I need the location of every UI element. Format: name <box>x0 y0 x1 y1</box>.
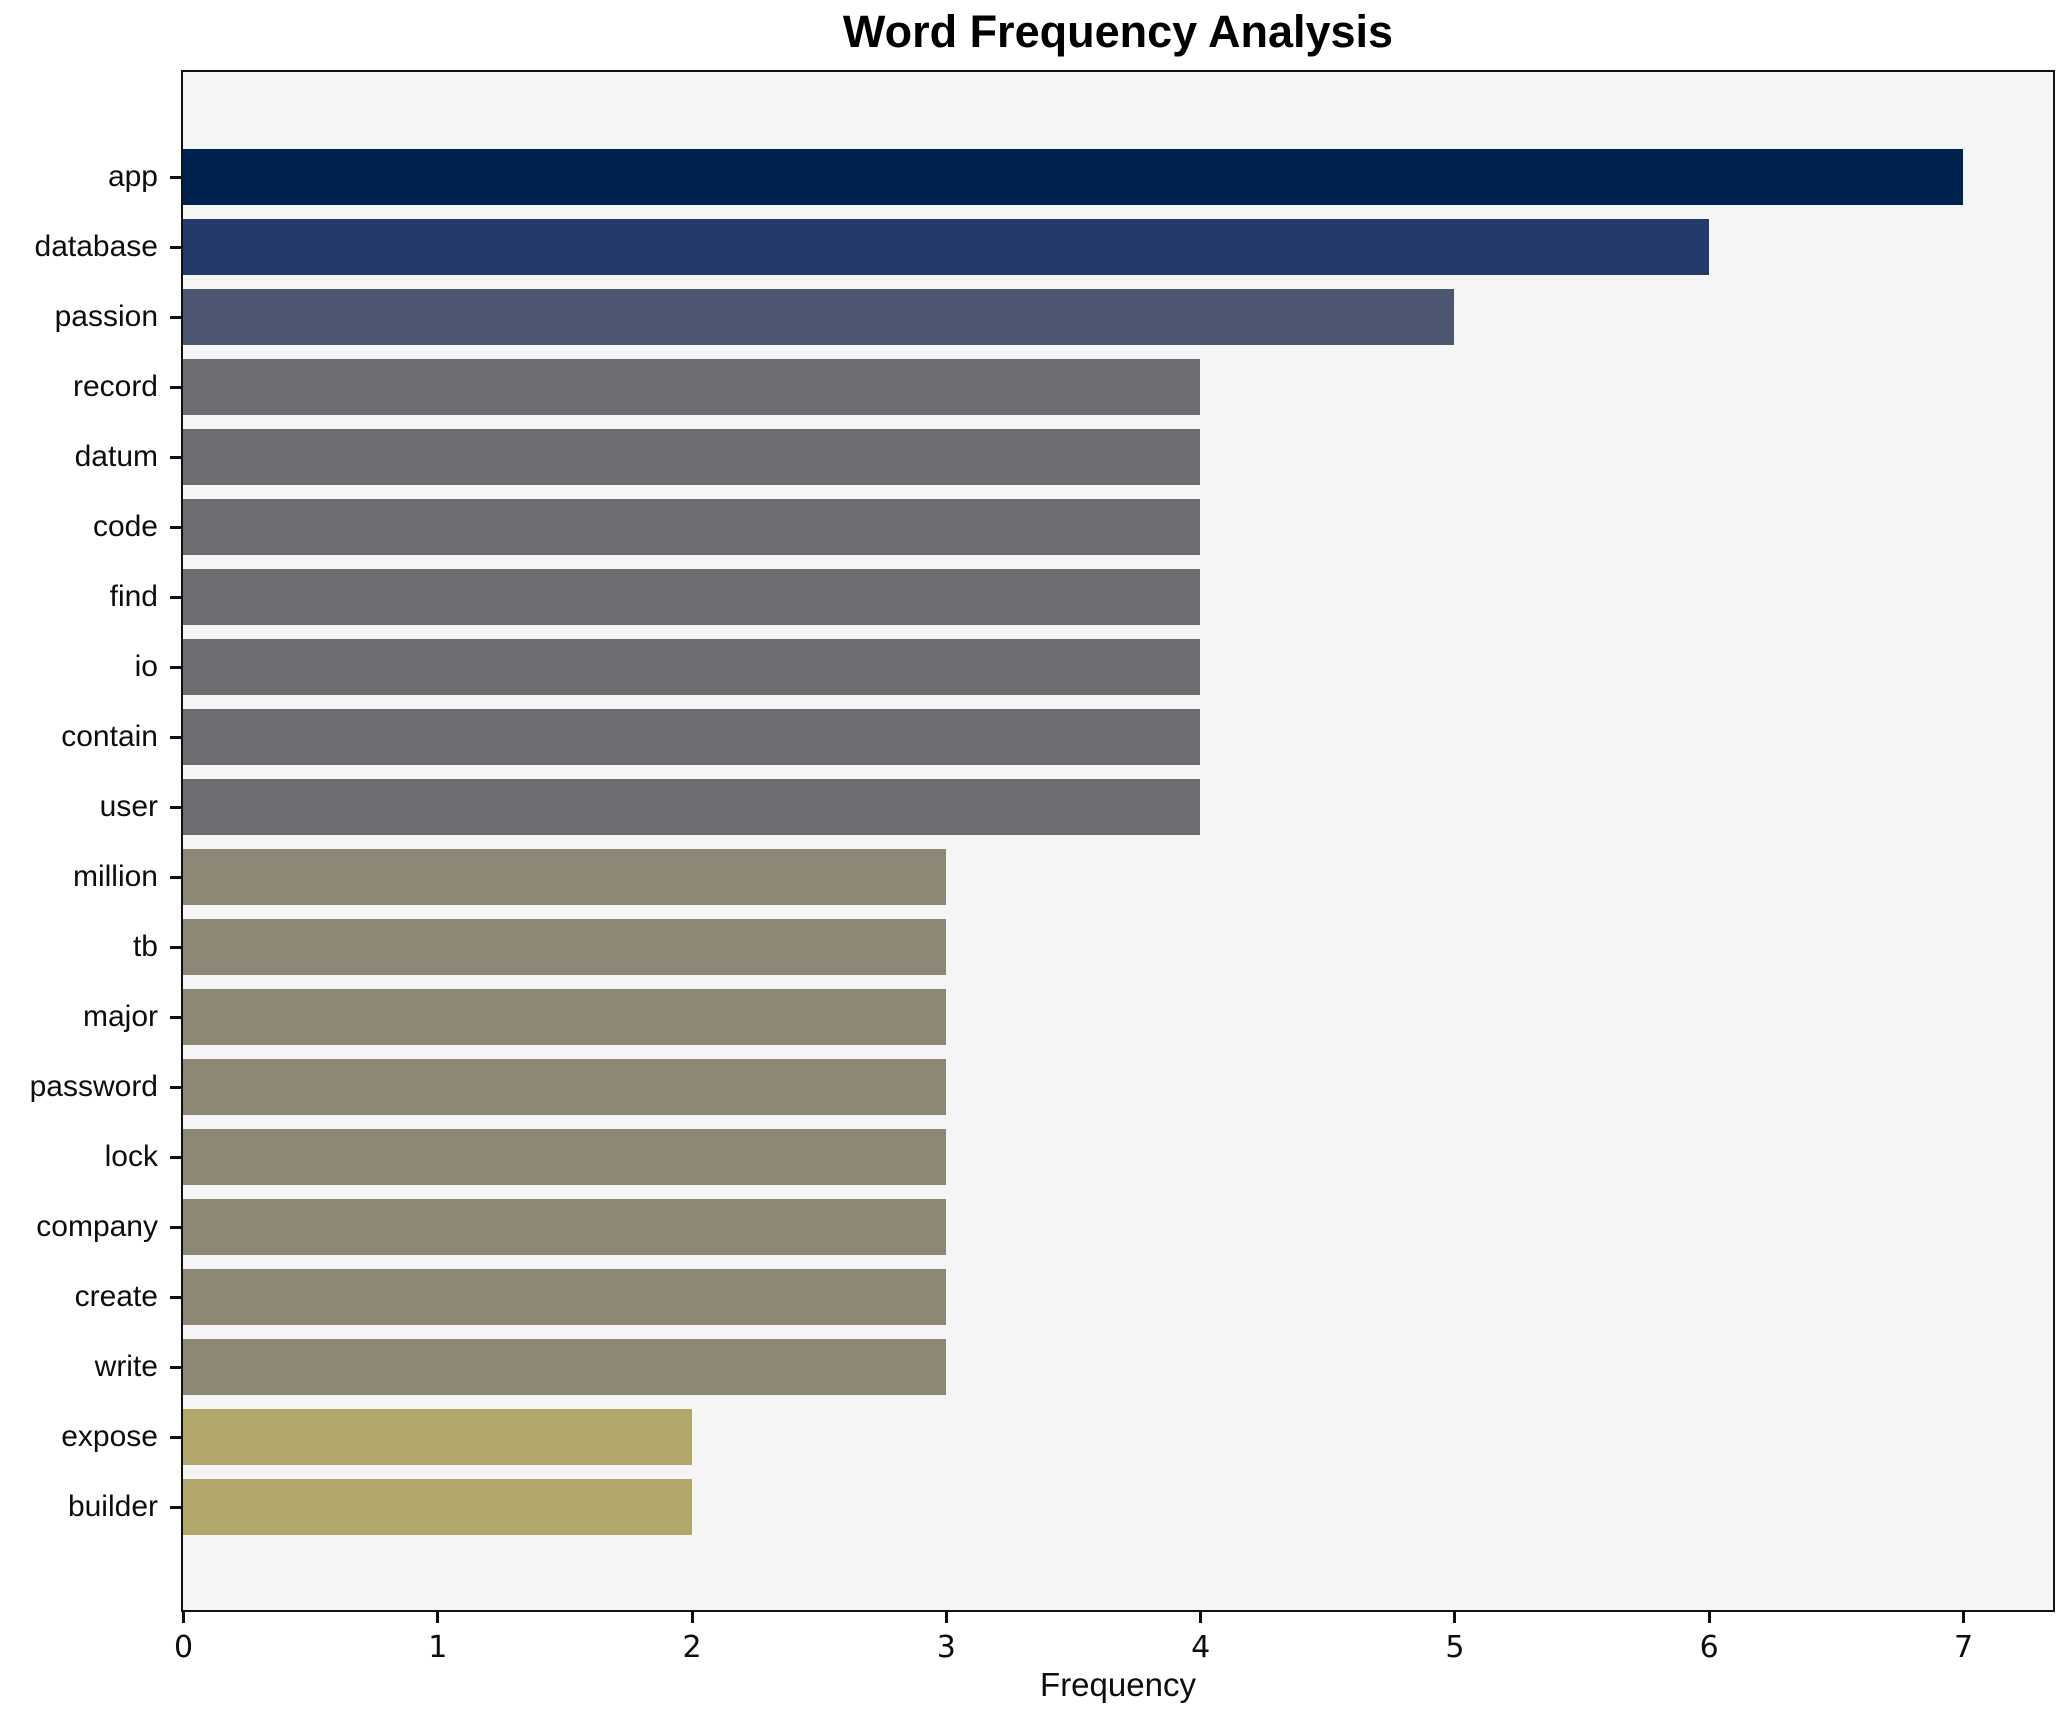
bar-find <box>183 568 1201 625</box>
y-tick-label: lock <box>104 1140 158 1173</box>
y-tick-mark <box>170 1225 181 1229</box>
y-tick-label: find <box>109 580 158 613</box>
bar-code <box>183 498 1201 555</box>
y-tick-mark <box>170 315 181 319</box>
y-tick-label: company <box>36 1210 158 1243</box>
y-tick-label: password <box>29 1070 158 1103</box>
y-tick-mark <box>170 245 181 249</box>
y-tick-label: tb <box>132 930 158 963</box>
bar-passion <box>183 288 1455 345</box>
y-tick-mark <box>170 945 181 949</box>
x-tick-label: 4 <box>1191 1630 1211 1665</box>
x-tick-label: 5 <box>1445 1630 1465 1665</box>
y-tick-mark <box>170 175 181 179</box>
x-tick-mark <box>944 1612 948 1623</box>
y-tick-mark <box>170 455 181 459</box>
x-tick-mark <box>690 1612 694 1623</box>
y-tick-mark <box>170 875 181 879</box>
x-tick-mark <box>1453 1612 1457 1623</box>
y-tick-label: user <box>99 790 158 823</box>
bar-io <box>183 638 1201 695</box>
x-tick-label: 7 <box>1953 1630 1974 1665</box>
y-tick-label: app <box>107 160 158 193</box>
y-tick-label: create <box>74 1280 158 1313</box>
y-tick-mark <box>170 1085 181 1089</box>
y-tick-label: code <box>92 510 158 543</box>
y-tick-mark <box>170 735 181 739</box>
bar-company <box>183 1198 946 1255</box>
x-tick-mark <box>1962 1612 1965 1623</box>
y-tick-mark <box>170 1015 181 1019</box>
bar-app <box>183 148 1963 205</box>
x-tick-mark <box>436 1612 440 1623</box>
y-tick-label: io <box>134 650 158 683</box>
bar-record <box>183 358 1201 415</box>
y-tick-label: major <box>82 1000 158 1033</box>
x-tick-label: 1 <box>428 1630 448 1665</box>
x-tick-label: 0 <box>173 1630 194 1665</box>
y-tick-label: million <box>72 860 158 893</box>
bar-tb <box>183 918 946 975</box>
y-tick-mark <box>170 595 181 599</box>
x-tick-label: 6 <box>1699 1630 1719 1665</box>
y-tick-mark <box>170 525 181 529</box>
y-tick-label: write <box>94 1350 158 1383</box>
bar-write <box>183 1338 946 1395</box>
x-tick-mark <box>1707 1612 1711 1623</box>
y-tick-label: expose <box>61 1420 158 1453</box>
plot-area <box>181 70 2055 1612</box>
y-tick-mark <box>170 1295 181 1299</box>
bar-database <box>183 218 1709 275</box>
y-tick-mark <box>170 805 181 809</box>
y-tick-label: passion <box>54 300 158 333</box>
bar-expose <box>183 1408 692 1465</box>
y-tick-label: datum <box>74 440 158 473</box>
bar-contain <box>183 708 1201 765</box>
x-tick-mark <box>182 1612 185 1623</box>
y-tick-label: record <box>72 370 158 403</box>
y-tick-label: contain <box>61 720 158 753</box>
y-tick-mark <box>170 1365 181 1369</box>
y-tick-label: database <box>34 230 158 263</box>
bar-lock <box>183 1128 946 1185</box>
bar-password <box>183 1058 946 1115</box>
bar-million <box>183 848 946 905</box>
x-tick-mark <box>1199 1612 1203 1623</box>
y-tick-mark <box>170 1505 181 1509</box>
x-tick-label: 2 <box>682 1630 702 1665</box>
y-tick-mark <box>170 1435 181 1439</box>
bar-builder <box>183 1478 692 1535</box>
bar-user <box>183 778 1201 835</box>
y-tick-mark <box>170 1155 181 1159</box>
x-tick-label: 3 <box>936 1630 956 1665</box>
bar-create <box>183 1268 946 1325</box>
bar-major <box>183 988 946 1045</box>
y-tick-mark <box>170 385 181 389</box>
chart-title: Word Frequency Analysis <box>842 6 1394 57</box>
x-axis-label: Frequency <box>1040 1666 1196 1703</box>
bar-datum <box>183 428 1201 485</box>
y-tick-label: builder <box>67 1490 158 1523</box>
y-tick-mark <box>170 665 181 669</box>
